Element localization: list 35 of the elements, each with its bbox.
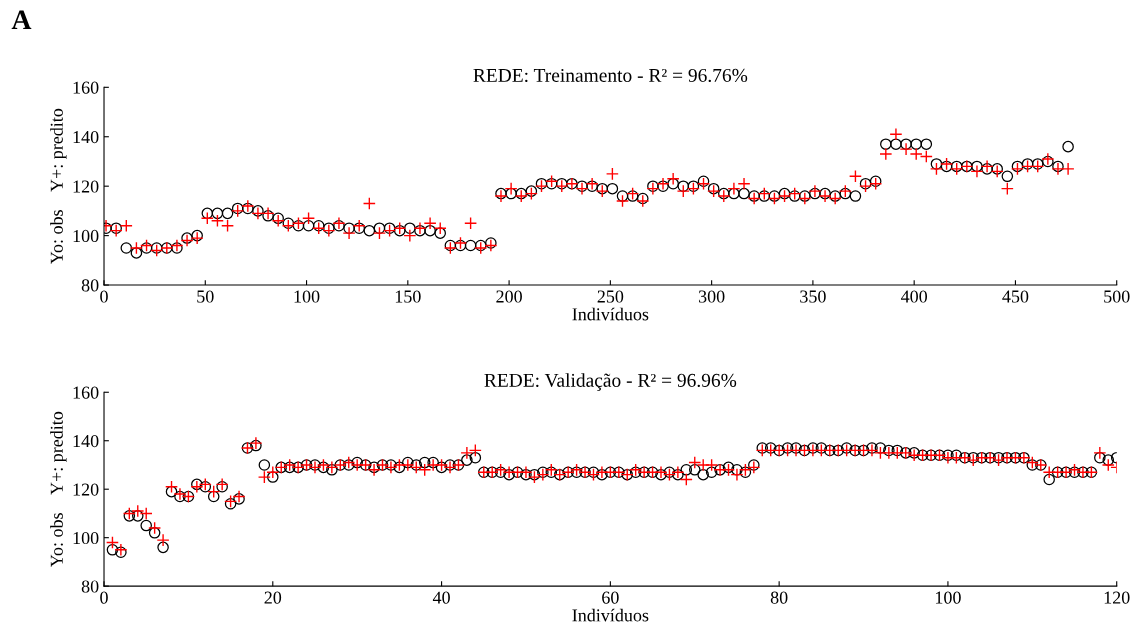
x-tick-label: 150 [395,290,421,303]
x-tick-label: 120 [1104,591,1130,604]
x-tick-label: 0 [100,290,108,303]
y-tick-label: 140 [73,131,99,144]
y-axis-title: Yo: obs Y+: predito [50,108,67,265]
x-tick-label: 0 [100,591,108,604]
x-tick-label: 500 [1104,290,1130,303]
text: A [11,10,32,29]
x-tick-label: 60 [602,591,619,604]
y-tick-label: 100 [73,229,99,243]
x-tick-label: 200 [496,290,522,303]
y-tick-label: 120 [73,180,99,193]
x-tick-label: 80 [770,591,788,604]
x-tick-label: 400 [900,290,928,303]
y-tick-label: 160 [73,81,99,94]
chart-title: REDE: Validação - R² = 96.96% [484,373,737,391]
x-tick-label: 100 [294,290,320,303]
x-tick-label: 350 [800,290,826,303]
x-tick-label: 250 [597,290,624,303]
x-tick-label: 20 [264,591,282,604]
chart-title: REDE: Treinamento - R² = 96.76% [473,68,748,83]
y-tick-label: 140 [73,434,99,448]
y-tick-label: 120 [73,483,99,496]
x-axis-title: Indivíduos [572,608,649,622]
x-tick-label: 450 [1002,290,1029,303]
x-tick-label: 100 [935,591,961,604]
x-axis-title: Indivíduos [572,307,649,321]
x-tick-label: 50 [197,290,214,303]
y-tick-label: 160 [73,386,99,399]
y-tick-label: 100 [73,531,99,545]
x-tick-label: 300 [698,290,725,303]
x-tick-label: 40 [432,591,450,604]
y-tick-label: 80 [81,580,99,593]
y-axis-title: Yo: obs Y+: predito [50,411,67,568]
y-tick-label: 80 [81,279,99,292]
